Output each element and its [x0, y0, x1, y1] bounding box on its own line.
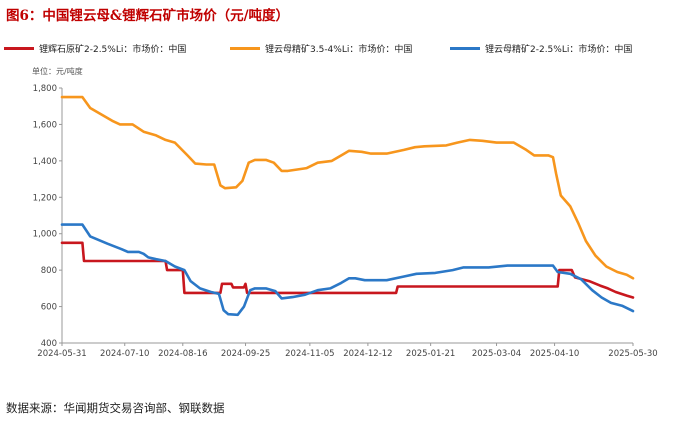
x-tick-label: 2025-04-10 — [530, 349, 579, 359]
x-tick-label: 2025-05-30 — [608, 349, 657, 359]
series-line-1 — [60, 95, 635, 280]
legend-label-spodumene-ore: 锂辉石原矿2-2.5%Li：市场价：中国 — [39, 45, 187, 55]
x-tick-label: 2024-07-10 — [100, 349, 149, 359]
legend-item-lepidolite-high: 锂云母精矿3.5-4%Li：市场价：中国 — [230, 42, 412, 55]
legend-label-lepidolite-low: 锂云母精矿2-2.5%Li：市场价：中国 — [485, 45, 633, 55]
legend-label-lepidolite-high: 锂云母精矿3.5-4%Li：市场价：中国 — [265, 45, 413, 55]
legend-swatch-lepidolite-low — [450, 47, 480, 50]
legend-swatch-lepidolite-high — [230, 47, 260, 50]
legend-swatch-spodumene-ore — [4, 47, 34, 50]
legend-item-spodumene-ore: 锂辉石原矿2-2.5%Li：市场价：中国 — [4, 42, 186, 55]
series-line-0 — [60, 241, 635, 299]
x-tick-label: 2025-03-04 — [472, 349, 521, 359]
chart-legend: 锂辉石原矿2-2.5%Li：市场价：中国 锂云母精矿3.5-4%Li：市场价：中… — [0, 42, 676, 56]
y-tick-label: 1,200 — [33, 193, 57, 203]
y-tick-label: 1,600 — [33, 120, 57, 130]
x-tick-label: 2024-09-25 — [221, 349, 270, 359]
y-tick-label: 1,400 — [33, 157, 57, 167]
y-tick-label: 1,000 — [33, 230, 57, 240]
data-source-note: 数据来源：华闻期货交易咨询部、钢联数据 — [6, 401, 225, 415]
y-tick-label: 400 — [41, 339, 57, 349]
y-tick-label: 1,800 — [33, 84, 57, 94]
y-tick-label: 600 — [41, 303, 57, 313]
series-line-2 — [60, 223, 635, 317]
x-tick-label: 2024-12-12 — [343, 349, 392, 359]
x-tick-label: 2024-05-31 — [37, 349, 86, 359]
chart-title: 图6：中国锂云母&锂辉石矿市场价（元/吨度） — [6, 8, 290, 24]
legend-item-lepidolite-low: 锂云母精矿2-2.5%Li：市场价：中国 — [450, 42, 632, 55]
y-axis-unit-label: 单位：元/吨度 — [32, 67, 83, 76]
x-tick-label: 2024-08-16 — [158, 349, 207, 359]
y-tick-label: 800 — [41, 266, 57, 276]
x-tick-label: 2025-01-21 — [406, 349, 455, 359]
x-tick-label: 2024-11-05 — [285, 349, 334, 359]
